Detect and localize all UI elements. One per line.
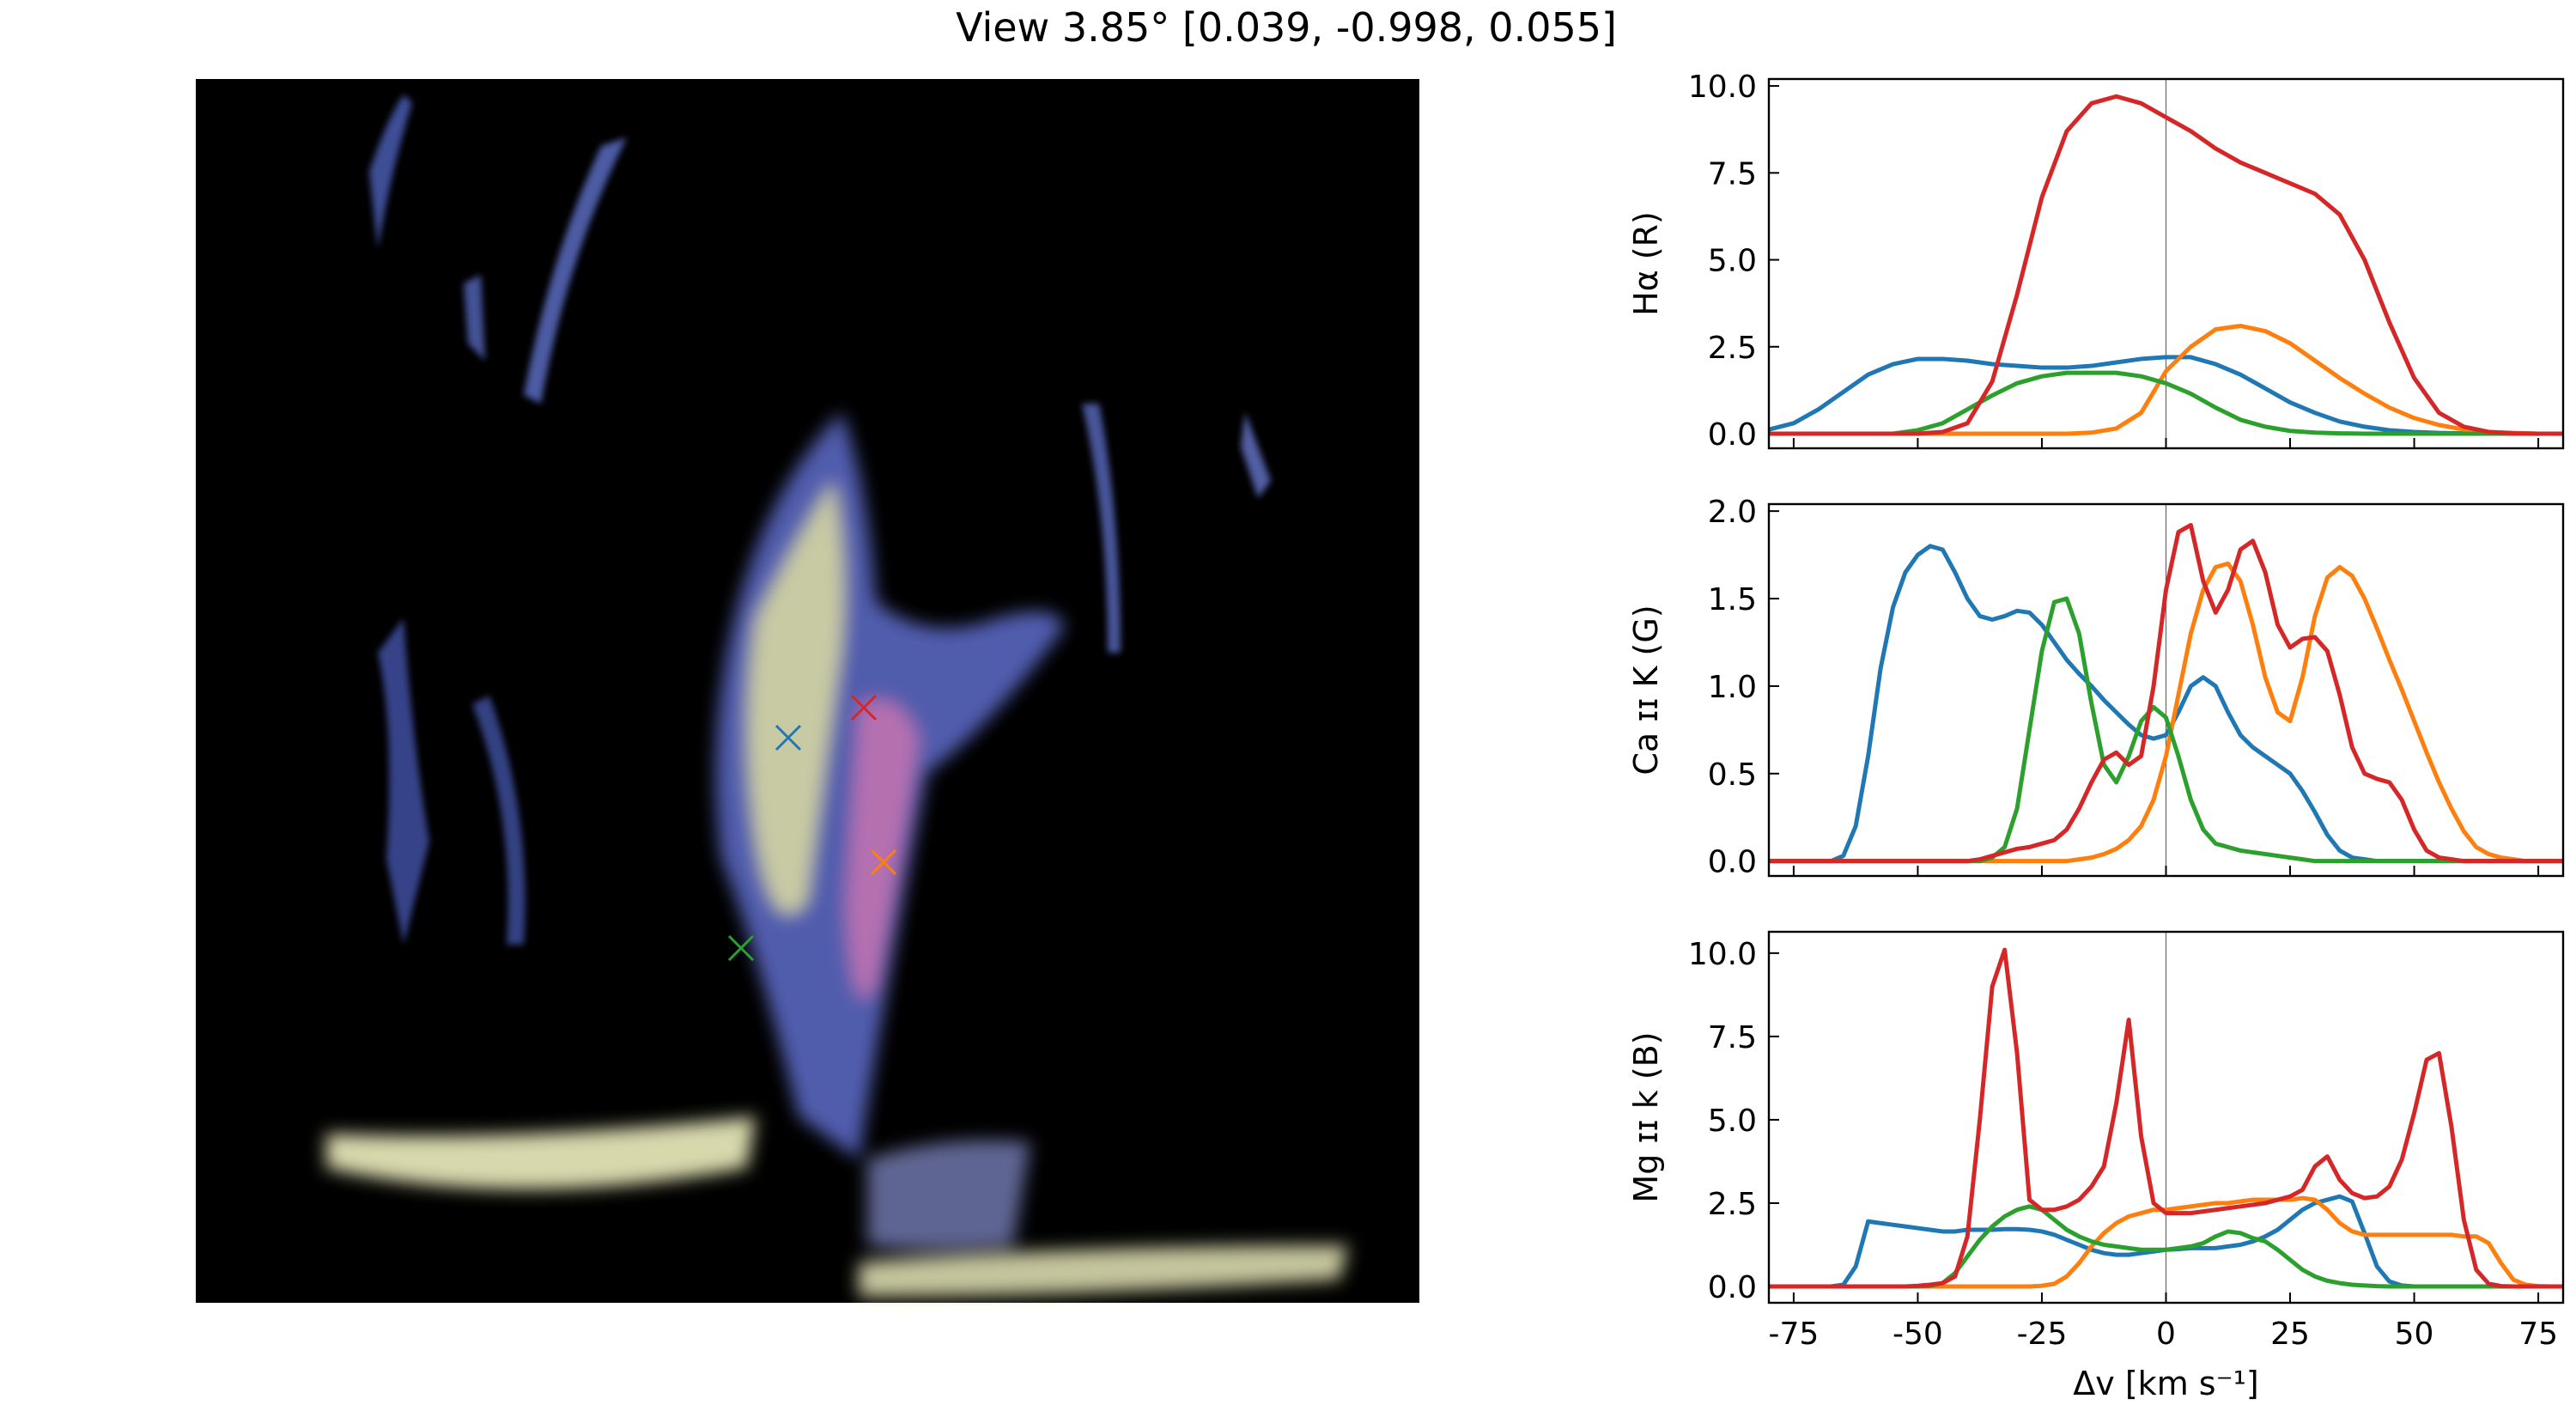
series-line bbox=[1769, 947, 2563, 1289]
y-tick-label: 0.0 bbox=[1708, 845, 1757, 880]
y-tick-label: 5.0 bbox=[1708, 244, 1757, 279]
x-axis-label: Δv [km s⁻¹] bbox=[2073, 1365, 2258, 1402]
y-tick-label: 1.5 bbox=[1708, 582, 1757, 617]
y-tick-label: 1.0 bbox=[1708, 670, 1757, 705]
plot-frame bbox=[1767, 502, 2565, 878]
x-tick-label: 0 bbox=[2156, 1317, 2176, 1352]
x-tick-label: -25 bbox=[2017, 1317, 2068, 1352]
line-chart: 0.0 2.5 5.0 7.5 10.0 -75 -50 -25 0 25 50 75 Mg ɪɪ k … bbox=[1627, 930, 2565, 1402]
x-tick-label: -75 bbox=[1769, 1317, 1820, 1352]
probe-marker bbox=[775, 724, 802, 751]
x-tick-label: 50 bbox=[2395, 1317, 2434, 1352]
y-tick-label: 0.5 bbox=[1708, 757, 1757, 793]
x-tick-label: 25 bbox=[2270, 1317, 2310, 1352]
probe-marker bbox=[850, 694, 878, 721]
rendered-view bbox=[196, 79, 1419, 1303]
line-chart: 0.0 2.5 5.0 7.5 10.0 Hα (R) bbox=[1627, 70, 2565, 453]
y-tick-label: 2.5 bbox=[1708, 1187, 1757, 1222]
probe-marker bbox=[870, 848, 897, 876]
x-tick-label: -50 bbox=[1893, 1317, 1943, 1352]
y-tick-label: 0.0 bbox=[1708, 1270, 1757, 1305]
y-tick-label: 7.5 bbox=[1708, 1020, 1757, 1055]
y-tick-label: 7.5 bbox=[1708, 156, 1757, 192]
series-line bbox=[1769, 522, 2563, 864]
probe-markers bbox=[727, 694, 897, 962]
y-tick-label: 2.5 bbox=[1708, 331, 1757, 366]
y-tick-label: 2.0 bbox=[1708, 495, 1757, 530]
y-tick-label: 10.0 bbox=[1688, 70, 1757, 105]
y-tick-label: 0.0 bbox=[1708, 417, 1757, 453]
plot-frame bbox=[1767, 77, 2565, 450]
series-line bbox=[1769, 94, 2563, 436]
y-axis-label: Mg ɪɪ k (B) bbox=[1627, 1031, 1665, 1202]
y-axis-label: Hα (R) bbox=[1627, 211, 1665, 316]
plot-frame bbox=[1767, 930, 2565, 1304]
x-tick-label: 75 bbox=[2518, 1317, 2558, 1352]
y-tick-label: 5.0 bbox=[1708, 1104, 1757, 1139]
y-tick-label: 10.0 bbox=[1688, 937, 1757, 972]
main-structure bbox=[326, 412, 1348, 1297]
faint-strands bbox=[369, 94, 1271, 945]
line-chart: 0.0 0.5 1.0 1.5 2.0 Ca ɪɪ K (G) bbox=[1627, 495, 2565, 880]
probe-marker bbox=[727, 934, 755, 962]
figure-title: View 3.85° [0.039, -0.998, 0.055] bbox=[956, 4, 1617, 51]
y-axis-label: Ca ɪɪ K (G) bbox=[1627, 605, 1665, 775]
